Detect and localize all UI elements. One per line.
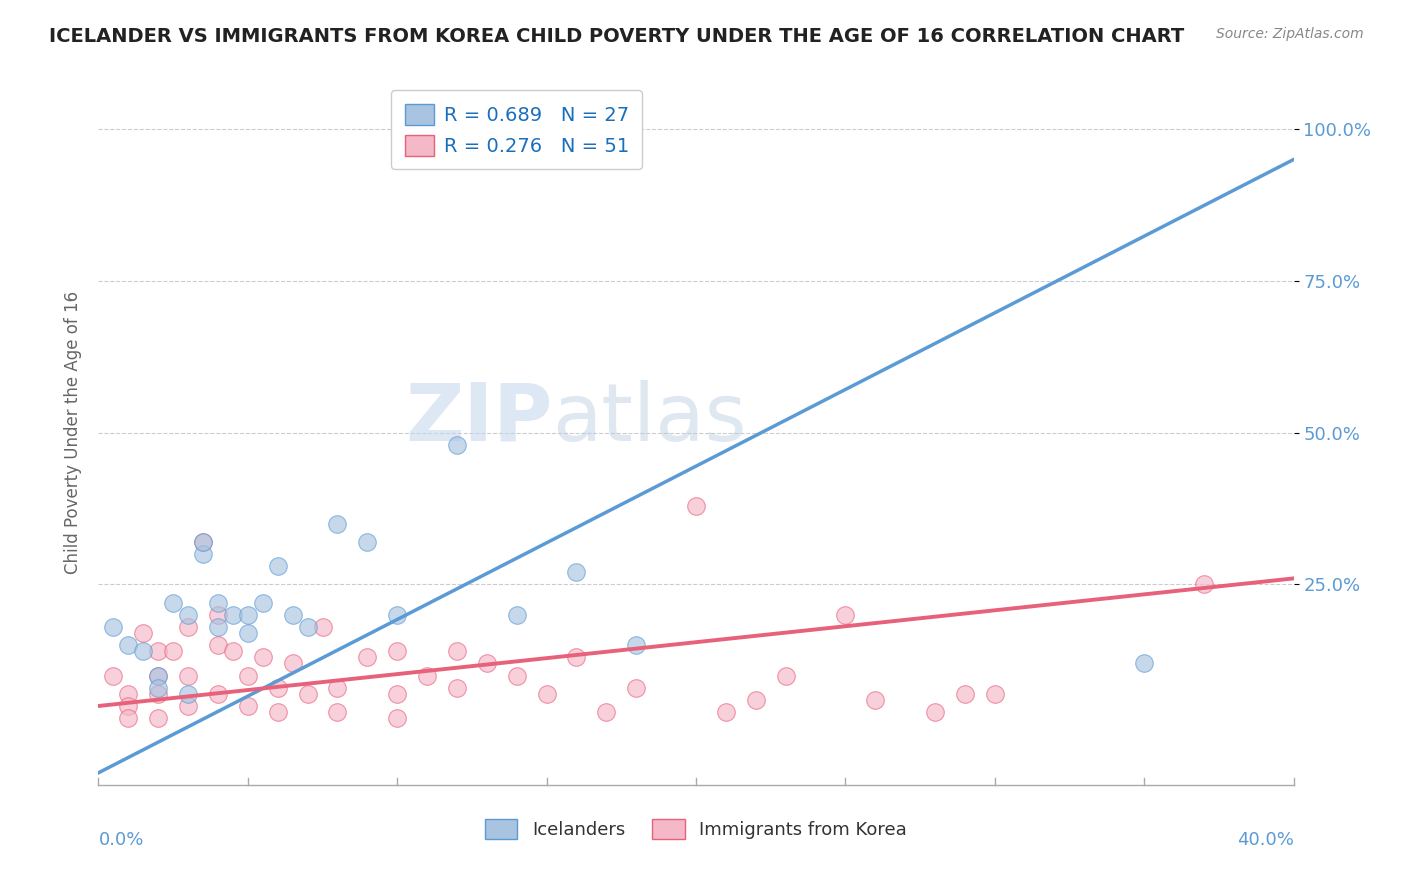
Point <box>626 681 648 695</box>
Point <box>475 657 498 671</box>
Point <box>281 657 304 671</box>
Point <box>626 638 648 652</box>
Point <box>297 620 319 634</box>
Point <box>385 607 409 622</box>
Point <box>416 668 439 682</box>
Point <box>177 607 200 622</box>
Point <box>924 705 946 719</box>
Point <box>236 698 259 713</box>
Point <box>207 596 229 610</box>
Point <box>207 687 229 701</box>
Point <box>267 705 290 719</box>
Point <box>281 607 304 622</box>
Legend: Icelanders, Immigrants from Korea: Icelanders, Immigrants from Korea <box>478 812 914 847</box>
Point <box>595 705 617 719</box>
Point <box>148 668 170 682</box>
Y-axis label: Child Poverty Under the Age of 16: Child Poverty Under the Age of 16 <box>63 291 82 574</box>
Text: atlas: atlas <box>553 379 747 458</box>
Point <box>745 693 768 707</box>
Point <box>865 693 887 707</box>
Point <box>207 638 229 652</box>
Point <box>207 607 229 622</box>
Text: 0.0%: 0.0% <box>98 830 143 849</box>
Point <box>222 607 245 622</box>
Point <box>148 711 170 725</box>
Point <box>1133 657 1156 671</box>
Point <box>536 687 558 701</box>
Text: ICELANDER VS IMMIGRANTS FROM KOREA CHILD POVERTY UNDER THE AGE OF 16 CORRELATION: ICELANDER VS IMMIGRANTS FROM KOREA CHILD… <box>49 27 1184 45</box>
Point <box>267 681 290 695</box>
Point <box>311 620 333 634</box>
Point <box>132 644 155 658</box>
Point <box>565 650 588 665</box>
Point <box>356 650 378 665</box>
Point <box>148 687 170 701</box>
Point <box>984 687 1007 701</box>
Point <box>953 687 976 701</box>
Point <box>385 711 409 725</box>
Point <box>177 620 200 634</box>
Point <box>565 566 588 580</box>
Point <box>132 626 155 640</box>
Point <box>191 535 214 549</box>
Point <box>177 668 200 682</box>
Point <box>117 698 139 713</box>
Point <box>714 705 737 719</box>
Point <box>148 668 170 682</box>
Point <box>236 668 259 682</box>
Text: Source: ZipAtlas.com: Source: ZipAtlas.com <box>1216 27 1364 41</box>
Point <box>252 650 274 665</box>
Point <box>177 698 200 713</box>
Point <box>326 681 349 695</box>
Point <box>834 607 856 622</box>
Point <box>446 681 468 695</box>
Point <box>191 535 214 549</box>
Point <box>236 626 259 640</box>
Point <box>252 596 274 610</box>
Point <box>117 711 139 725</box>
Point <box>222 644 245 658</box>
Text: ZIP: ZIP <box>405 379 553 458</box>
Point <box>148 681 170 695</box>
Point <box>1192 577 1215 591</box>
Point <box>506 607 529 622</box>
Point <box>162 596 184 610</box>
Point <box>207 620 229 634</box>
Point <box>385 644 409 658</box>
Point <box>236 607 259 622</box>
Point <box>191 547 214 561</box>
Point <box>356 535 378 549</box>
Point <box>506 668 529 682</box>
Point <box>103 620 125 634</box>
Point <box>685 499 707 513</box>
Point <box>148 644 170 658</box>
Point <box>103 668 125 682</box>
Point <box>162 644 184 658</box>
Point <box>326 516 349 531</box>
Point <box>177 687 200 701</box>
Point <box>385 687 409 701</box>
Point <box>446 644 468 658</box>
Point <box>775 668 797 682</box>
Text: 40.0%: 40.0% <box>1237 830 1294 849</box>
Point <box>117 687 139 701</box>
Point <box>297 687 319 701</box>
Point <box>267 559 290 574</box>
Point <box>117 638 139 652</box>
Point <box>326 705 349 719</box>
Point <box>446 438 468 452</box>
